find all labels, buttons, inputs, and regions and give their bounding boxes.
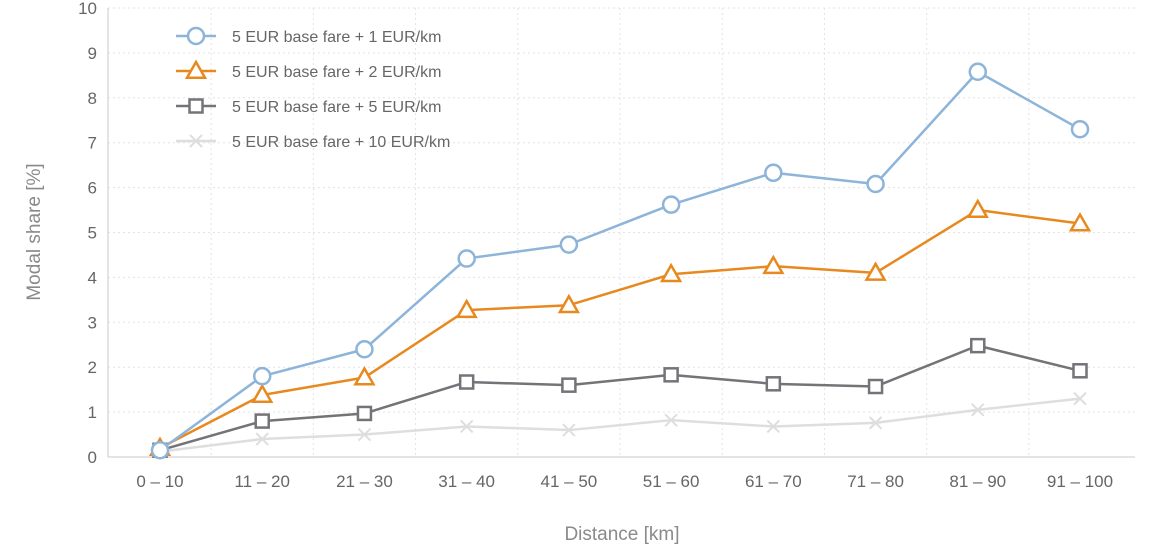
y-tick-label: 8 <box>88 89 97 108</box>
x-tick-label: 31 – 40 <box>438 472 495 491</box>
y-tick-label: 2 <box>88 358 97 377</box>
axes <box>107 8 1135 458</box>
x-tick-label: 51 – 60 <box>643 472 700 491</box>
series-group <box>148 62 1092 460</box>
legend-label: 5 EUR base fare + 10 EUR/km <box>232 134 450 151</box>
series-3 <box>152 337 1088 459</box>
x-axis-title: Distance [km] <box>564 524 679 545</box>
legend: 5 EUR base fare + 1 EUR/km 5 EUR base far… <box>176 26 450 151</box>
series-line <box>159 70 1081 452</box>
data-point <box>1070 119 1090 139</box>
y-tick-label: 0 <box>88 448 97 467</box>
x-marker-stroke <box>459 419 474 434</box>
y-tick-label: 6 <box>88 179 97 198</box>
data-point <box>457 249 476 268</box>
x-tick-label: 71 – 80 <box>847 472 904 491</box>
y-tick-label: 9 <box>88 44 97 63</box>
data-point <box>864 261 887 281</box>
series-4 <box>153 391 1087 459</box>
legend-item: 5 EUR base fare + 10 EUR/km <box>176 134 450 151</box>
data-point <box>559 235 579 254</box>
x-tick-label: 41 – 50 <box>541 472 598 491</box>
data-point <box>355 339 374 359</box>
data-point <box>866 174 885 194</box>
data-point <box>971 403 985 417</box>
x-tick-label: 61 – 70 <box>745 472 802 491</box>
y-tick-label: 4 <box>88 268 97 287</box>
data-point <box>1072 363 1088 379</box>
data-point <box>1068 212 1092 232</box>
x-marker-stroke <box>971 403 985 417</box>
data-point <box>663 367 679 383</box>
legend-marker <box>189 134 203 148</box>
x-marker-stroke <box>1073 391 1087 406</box>
data-point <box>562 423 576 437</box>
x-marker-stroke <box>664 413 678 427</box>
data-point <box>664 413 678 427</box>
x-tick-label: 0 – 10 <box>136 472 183 491</box>
x-tick-label: 21 – 30 <box>336 472 393 491</box>
series-line <box>159 344 1081 452</box>
x-marker-stroke <box>255 432 269 446</box>
y-tick-label: 3 <box>88 313 97 332</box>
x-marker-stroke <box>357 427 372 442</box>
data-point <box>762 254 785 275</box>
data-point <box>659 262 683 283</box>
legend-marker <box>184 59 208 79</box>
x-tick-label: 91 – 100 <box>1047 472 1113 491</box>
data-point <box>765 376 782 392</box>
data-point <box>356 405 373 422</box>
y-axis-title: Modal share [%] <box>24 163 45 300</box>
data-point <box>764 163 783 183</box>
legend-item: 5 EUR base fare + 2 EUR/km <box>176 59 441 81</box>
y-tick-label: 7 <box>88 134 97 153</box>
legend-label: 5 EUR base fare + 5 EUR/km <box>232 99 441 116</box>
x-tick-labels: 0 – 10 11 – 20 21 – 30 31 – 40 41 – 50 51 – 6… <box>136 472 1113 491</box>
data-point <box>867 378 884 395</box>
data-point <box>357 427 372 442</box>
grid-lines <box>108 7 1135 457</box>
data-point <box>150 441 170 460</box>
data-point <box>561 377 577 393</box>
data-point <box>252 366 272 386</box>
x-marker-stroke <box>868 416 883 430</box>
data-point <box>868 416 883 430</box>
data-point <box>766 419 781 434</box>
x-tick-label: 81 – 90 <box>949 472 1006 491</box>
series-1 <box>150 62 1090 460</box>
data-point <box>557 293 581 314</box>
x-tick-label: 11 – 20 <box>234 472 289 491</box>
data-point <box>970 337 986 354</box>
data-point <box>353 366 376 386</box>
y-tick-label: 1 <box>88 403 97 422</box>
legend-label: 5 EUR base fare + 2 EUR/km <box>232 64 441 81</box>
data-point <box>966 198 989 219</box>
legend-item: 5 EUR base fare + 1 EUR/km <box>176 26 441 46</box>
data-point <box>254 413 270 429</box>
data-point <box>458 374 475 390</box>
legend-marker <box>186 26 206 46</box>
series-line <box>159 397 1081 453</box>
data-point <box>1073 391 1087 406</box>
series-line <box>159 208 1081 450</box>
data-point <box>251 383 274 404</box>
data-point <box>255 432 269 446</box>
y-tick-label: 10 <box>78 0 97 18</box>
data-point <box>459 419 474 434</box>
x-marker-stroke <box>189 134 203 148</box>
data-point <box>455 298 478 319</box>
legend-item: 5 EUR base fare + 5 EUR/km <box>176 98 441 116</box>
y-tick-label: 5 <box>88 224 97 243</box>
y-tick-labels: 0 1 2 3 4 5 6 7 8 9 10 <box>78 0 97 467</box>
legend-marker <box>188 98 204 114</box>
x-marker-stroke <box>766 419 781 434</box>
data-point <box>661 195 681 214</box>
series-2 <box>148 198 1092 457</box>
legend-label: 5 EUR base fare + 1 EUR/km <box>232 29 441 46</box>
x-marker-stroke <box>562 423 576 437</box>
data-point <box>968 62 988 82</box>
